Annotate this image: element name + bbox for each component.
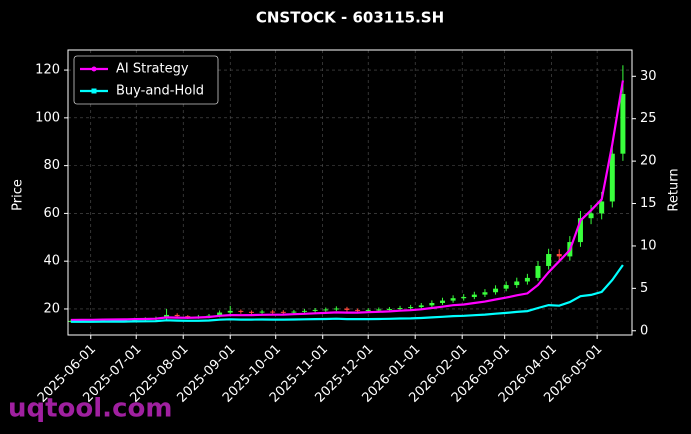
y2-tick-label: 0 (640, 323, 648, 338)
series-line (70, 80, 624, 322)
candle-body (620, 93, 626, 154)
candle-body (471, 294, 477, 298)
y2-tick-label: 5 (640, 281, 648, 296)
candle-body (514, 281, 520, 286)
y2-tick-label: 30 (640, 69, 657, 84)
candle-body (609, 153, 615, 202)
y-tick-label: 20 (43, 301, 60, 316)
candle-body (291, 311, 297, 313)
candle-body (599, 201, 605, 214)
candle-body (376, 309, 382, 311)
candle-body (535, 265, 541, 278)
candle-body (450, 298, 456, 301)
candle-body (503, 285, 509, 289)
candle-body (439, 300, 445, 303)
candle-body (386, 308, 392, 310)
legend-marker (91, 66, 97, 72)
candle-body (493, 288, 499, 293)
candle-body (524, 277, 530, 282)
series-line (71, 264, 624, 323)
y-tick-label: 60 (43, 206, 60, 221)
watermark: uqtool.com (8, 394, 172, 424)
candle-body (365, 309, 371, 311)
candle-body (408, 307, 414, 309)
candle-body (248, 311, 254, 313)
candle-body (344, 308, 350, 310)
y-tick-label: 40 (43, 254, 60, 269)
candle-body (429, 302, 435, 306)
legend: AI Strategy Buy-and-Hold (73, 55, 219, 105)
candle-body (397, 308, 403, 310)
candle-body (270, 311, 276, 313)
y2-tick-label: 20 (640, 154, 657, 169)
candle-body (333, 308, 339, 310)
legend-label: Buy-and-Hold (116, 84, 204, 99)
legend-label: AI Strategy (116, 62, 189, 77)
candle-body (546, 254, 552, 266)
candle-body (577, 218, 583, 243)
candle-body (259, 311, 265, 313)
y-tick-label: 80 (43, 158, 60, 173)
candle-body (280, 311, 286, 313)
plot-frame (67, 49, 633, 336)
candle-body (461, 297, 467, 299)
candle-body (185, 316, 191, 318)
candle-body (174, 314, 180, 317)
candle-body (312, 309, 318, 311)
y-axis-label: Price (11, 179, 26, 211)
candle-body (588, 213, 594, 219)
candle-body (302, 310, 308, 312)
y-tick-label: 120 (35, 63, 60, 78)
y2-tick-label: 15 (640, 196, 657, 211)
candle-body (556, 254, 562, 257)
legend-marker (91, 88, 97, 94)
y2-axis-label: Return (667, 168, 682, 211)
candle-body (482, 292, 488, 295)
y2-tick-label: 25 (640, 111, 657, 126)
y2-tick-label: 10 (640, 238, 657, 253)
candle-body (355, 309, 361, 311)
legend-box (73, 55, 219, 105)
candle-body (217, 312, 223, 316)
candle-body (238, 310, 244, 312)
chart-title: CNSTOCK - 603115.SH (256, 9, 444, 27)
candle-body (323, 309, 329, 311)
candle-body (418, 305, 424, 308)
y-tick-label: 100 (35, 110, 60, 125)
candle-body (227, 310, 233, 313)
